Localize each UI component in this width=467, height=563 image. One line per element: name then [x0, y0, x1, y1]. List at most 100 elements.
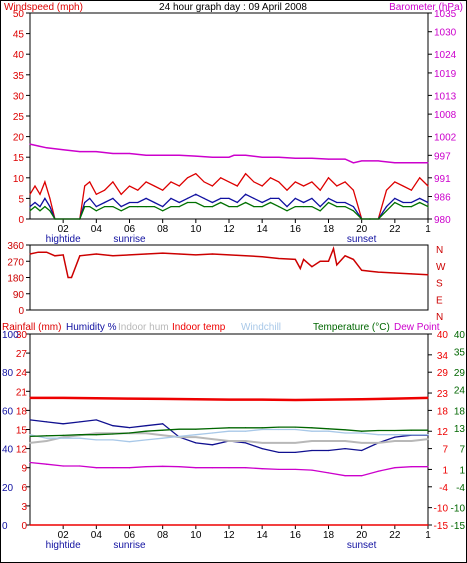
data-point-windspeed [419, 197, 421, 199]
data-point-barometer [228, 156, 230, 158]
panel-1-frame [29, 12, 429, 220]
x-tick-label: 06 [124, 224, 136, 235]
compass-label: N [436, 245, 443, 256]
series-line-barometer [29, 143, 428, 164]
data-point-windspeed-avg [79, 218, 81, 220]
data-point-windspeed-avg [327, 201, 330, 204]
data-point-windspeed-gust [203, 181, 205, 183]
data-point-dew-point [427, 466, 429, 468]
rainfall-tick-label: 30 [16, 330, 28, 341]
data-point-dew-point [311, 469, 313, 471]
data-point-windspeed [211, 201, 214, 204]
data-point-wind-direction [145, 253, 147, 255]
data-point-barometer [79, 150, 81, 153]
x-tick-label: 12 [223, 224, 235, 235]
data-point-dew-point [244, 467, 247, 469]
data-point-wind-direction [112, 255, 114, 257]
event-label-sunrise: sunrise [113, 540, 146, 551]
data-point-windspeed-avg [145, 206, 147, 208]
data-point-wind-direction [332, 248, 335, 250]
data-point-temperature-c [311, 427, 313, 429]
indoor-temp-tick-label: 12 [437, 427, 449, 438]
data-point-windspeed-gust [352, 189, 354, 191]
panel-3-frame [29, 333, 429, 526]
data-point-dew-point [29, 461, 31, 464]
data-point-humidity [244, 442, 247, 444]
data-point-windspeed-avg [369, 218, 371, 220]
rainfall-tick-label: 27 [16, 349, 28, 360]
data-point-barometer [344, 158, 346, 160]
data-point-windspeed-gust [394, 181, 396, 183]
data-point-windspeed-avg [303, 206, 305, 208]
data-point-humidity [294, 451, 296, 454]
data-point-indoor-hum [95, 432, 97, 434]
x-tick-label: 10 [190, 530, 202, 541]
data-point-dew-point [162, 465, 164, 467]
series-line-windspeed-avg [29, 201, 429, 220]
data-point-windchill [394, 434, 396, 436]
data-point-windspeed-gust [49, 197, 51, 199]
data-point-windspeed-gust [311, 181, 313, 183]
x-tick-label: 18 [323, 224, 335, 235]
data-point-barometer [145, 154, 147, 156]
data-point-temperature-c [377, 429, 379, 432]
x-tick-label: 02 [58, 530, 70, 541]
data-point-indoor-hum [410, 440, 413, 442]
data-point-windchill [128, 441, 131, 443]
direction-tick-label: 360 [7, 241, 24, 252]
indoor-temp-tick-label: -15 [434, 521, 449, 532]
data-point-indoor-temp [29, 397, 31, 399]
data-point-windchill [211, 432, 214, 434]
data-point-temperature-c [145, 430, 147, 432]
data-point-indoor-hum [294, 442, 296, 444]
temperature-tick-label: 40 [454, 330, 466, 341]
data-point-temperature-c [79, 434, 81, 436]
data-point-windspeed-avg [377, 218, 379, 220]
data-point-wind-direction [62, 254, 64, 256]
data-point-dew-point [278, 468, 280, 471]
data-point-wind-direction [427, 274, 429, 276]
data-point-humidity [128, 426, 131, 429]
data-point-windspeed-avg [244, 201, 247, 204]
data-point-indoor-hum [211, 438, 214, 440]
data-point-dew-point [394, 467, 396, 469]
data-point-windchill [311, 430, 313, 432]
data-point-windspeed-avg [137, 206, 139, 208]
x-tick-label: 20 [356, 530, 368, 541]
event-label-hightide: hightide [46, 234, 81, 245]
data-point-windspeed [145, 197, 147, 199]
data-point-indoor-temp [228, 399, 230, 401]
windspeed-tick-label: 5 [18, 194, 24, 205]
data-point-windspeed-gust [195, 173, 197, 175]
data-point-wind-direction [128, 254, 131, 256]
event-label-sunset: sunset [347, 540, 377, 551]
data-point-dew-point [145, 466, 147, 468]
data-point-windspeed-avg [84, 206, 86, 208]
data-point-indoor-hum [162, 434, 164, 436]
data-point-barometer [427, 162, 429, 164]
temperature-tick-label: 24 [454, 386, 466, 397]
windspeed-tick-label: 20 [13, 133, 25, 144]
data-point-wind-direction [79, 255, 81, 257]
data-point-windspeed-gust [89, 181, 91, 183]
data-point-windspeed-avg [311, 206, 313, 208]
data-point-indoor-hum [394, 440, 396, 442]
x-tick-label: 14 [257, 530, 269, 541]
barometer-tick-label: 986 [434, 193, 451, 204]
data-point-humidity [79, 421, 81, 423]
windspeed-tick-label: 45 [13, 30, 25, 41]
data-point-wind-direction [178, 253, 180, 255]
data-point-dew-point [410, 466, 413, 468]
data-point-windspeed [394, 197, 396, 199]
data-point-wind-direction [37, 251, 39, 253]
data-point-windspeed [385, 206, 388, 208]
rainfall-tick-label: 6 [21, 483, 27, 494]
data-point-windspeed-avg [236, 206, 238, 208]
compass-label: N [436, 312, 443, 323]
data-point-windspeed-avg [336, 206, 338, 208]
indoor-temp-tick-label: 18 [437, 406, 449, 417]
data-point-temperature-c [344, 429, 346, 431]
data-point-windspeed-avg [95, 210, 97, 212]
x-tick-label: 10 [190, 224, 202, 235]
